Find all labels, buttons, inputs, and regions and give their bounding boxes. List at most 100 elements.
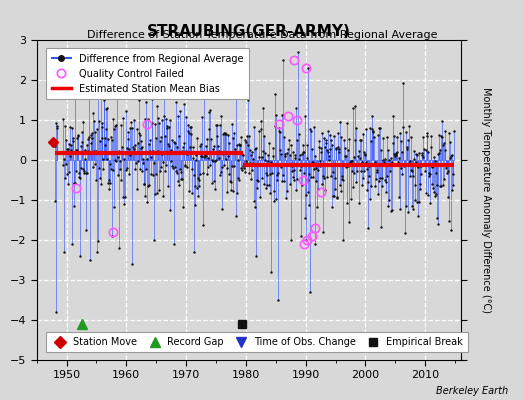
Point (204, 126, 213, 133)
Point (245, 133, 253, 140)
Point (179, 204, 187, 210)
Point (377, 224, 386, 230)
Point (330, 133, 339, 140)
Point (301, 215, 309, 221)
Point (379, 157, 388, 163)
Point (424, 148, 432, 155)
Point (83, 136, 92, 142)
Point (163, 123, 171, 129)
Point (50, 142, 59, 149)
Point (325, 157, 333, 164)
Point (141, 166, 150, 172)
Point (435, 147, 444, 154)
Point (258, 174, 266, 181)
Point (178, 176, 186, 182)
Point (291, 151, 299, 158)
Point (419, 154, 428, 160)
Point (75, 253, 84, 259)
Point (393, 149, 401, 155)
Point (435, 150, 443, 156)
Point (431, 193, 440, 199)
Point (401, 129, 410, 135)
Point (154, 115, 162, 121)
Point (201, 152, 209, 158)
Point (431, 158, 439, 165)
Point (288, 173, 297, 180)
Point (441, 147, 450, 154)
Point (260, 133, 268, 140)
Point (365, 163, 374, 170)
Point (285, 161, 293, 168)
Point (361, 151, 369, 157)
Point (438, 118, 446, 124)
Point (126, 125, 135, 132)
Point (331, 186, 339, 193)
Point (108, 233, 116, 239)
Point (178, 148, 187, 154)
Point (82, 226, 90, 233)
Point (213, 122, 221, 128)
Point (332, 145, 340, 151)
Point (209, 146, 217, 153)
Point (436, 183, 444, 189)
Point (252, 144, 260, 151)
Point (168, 163, 177, 170)
Point (445, 129, 453, 136)
Point (85, 134, 93, 140)
Point (400, 162, 409, 168)
Point (348, 105, 357, 111)
Point (133, 125, 141, 132)
Point (358, 159, 366, 165)
Point (214, 155, 223, 161)
Point (130, 146, 139, 152)
Point (370, 162, 378, 168)
Point (404, 208, 412, 215)
Point (236, 142, 244, 148)
Point (115, 245, 124, 251)
Point (271, 122, 279, 129)
Point (254, 178, 263, 184)
Point (187, 130, 195, 137)
Point (100, 156, 108, 162)
Point (431, 170, 440, 176)
Point (188, 190, 196, 196)
Point (437, 183, 445, 189)
Point (125, 146, 134, 152)
Point (64, 146, 72, 152)
Point (342, 152, 351, 159)
Point (61, 137, 70, 143)
Point (288, 163, 296, 170)
Point (362, 126, 370, 132)
Point (290, 177, 298, 183)
Point (286, 152, 294, 158)
Point (318, 130, 326, 137)
Point (226, 178, 234, 184)
Point (67, 147, 75, 153)
Point (403, 136, 412, 143)
Point (206, 150, 215, 156)
Point (239, 162, 247, 169)
Point (148, 120, 157, 126)
Point (251, 204, 259, 210)
Point (193, 134, 201, 141)
Point (88, 130, 96, 136)
Point (272, 177, 281, 184)
Point (447, 227, 455, 234)
Point (117, 122, 126, 128)
Point (245, 170, 253, 176)
Point (364, 225, 372, 231)
Point (176, 166, 184, 173)
Point (237, 134, 245, 141)
Point (280, 177, 288, 184)
Point (308, 158, 316, 165)
Point (151, 191, 160, 198)
Point (223, 164, 232, 171)
Point (406, 173, 414, 179)
Point (97, 181, 105, 188)
Point (101, 134, 110, 141)
Point (358, 130, 367, 137)
Point (135, 97, 144, 103)
Point (353, 162, 361, 168)
Point (200, 89, 209, 95)
Point (448, 152, 456, 158)
